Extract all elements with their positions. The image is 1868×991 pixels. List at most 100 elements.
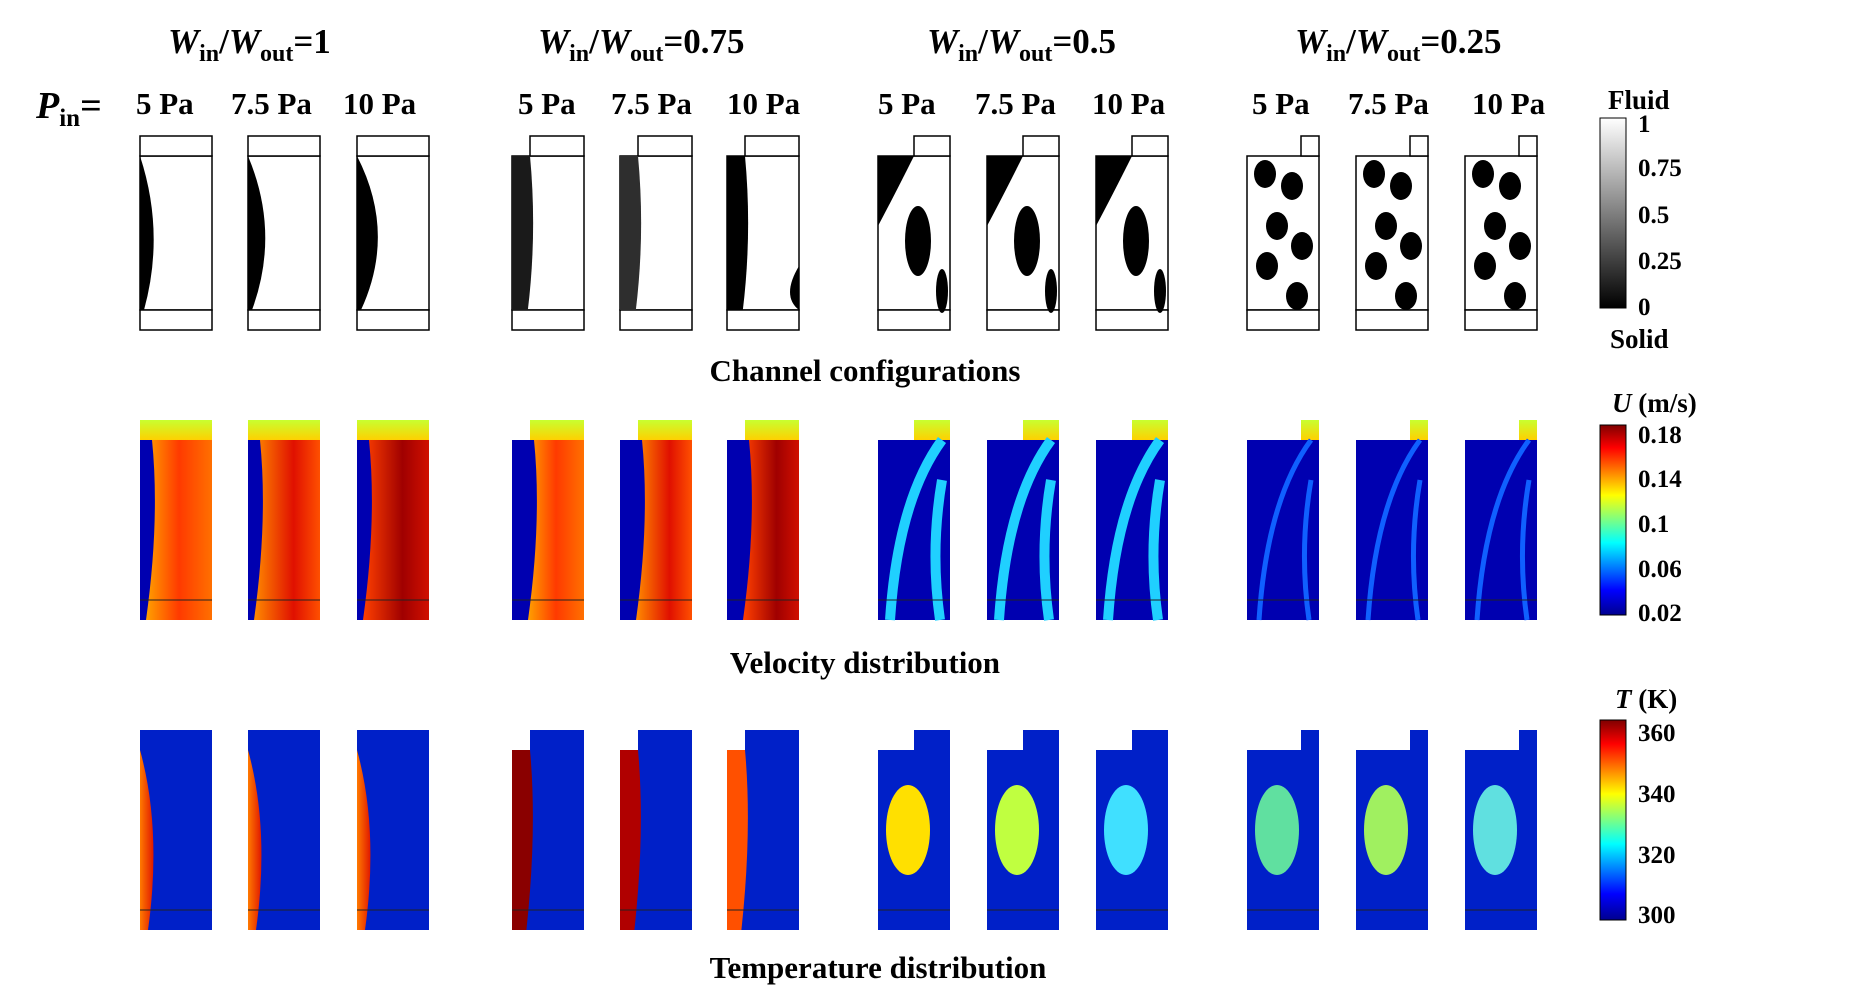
velocity-tick-018: 0.18 xyxy=(1638,422,1682,449)
velocity-panel-5-flow xyxy=(636,440,692,620)
velocity-panel-9 xyxy=(1096,420,1168,621)
velocity-panel-4-flow xyxy=(528,440,584,620)
temperature-panel-3-inlet xyxy=(357,730,429,750)
config-panel-9-solid-b xyxy=(1123,206,1149,276)
temperature-panel-10 xyxy=(1247,730,1319,930)
temperature-panel-2-inlet xyxy=(248,730,320,750)
config-panel-9-outlet xyxy=(1095,309,1169,331)
fluid-tick-025: 0.25 xyxy=(1638,248,1682,275)
velocity-panel-1 xyxy=(140,420,212,620)
config-panel-12-solid-2 xyxy=(1484,212,1506,240)
config-panel-12-solid-4 xyxy=(1474,252,1496,280)
temperature-panel-12-inlet xyxy=(1519,730,1537,750)
temperature-panel-3 xyxy=(357,730,429,930)
config-panel-1-outlet xyxy=(139,309,213,331)
config-panel-5-solid xyxy=(620,156,642,310)
config-panel-10-solid-4 xyxy=(1256,252,1278,280)
temperature-panel-11 xyxy=(1356,730,1428,930)
velocity-panel-12 xyxy=(1465,420,1537,621)
temperature-panel-7-blob xyxy=(886,785,930,875)
temperature-panel-1 xyxy=(140,730,212,930)
pressure-label-g4-5: 5 Pa xyxy=(1252,86,1310,121)
fluid-colorbar xyxy=(1599,117,1627,309)
config-panel-5-inlet xyxy=(637,135,693,157)
temperature-panel-5 xyxy=(620,730,692,930)
velocity-panel-8-inlet xyxy=(1023,420,1059,440)
config-panel-11 xyxy=(1355,135,1429,331)
temperature-panel-3-hot xyxy=(357,750,371,930)
fluid-tick-0: 0 xyxy=(1638,294,1651,321)
velocity-tick-01: 0.1 xyxy=(1638,511,1670,538)
config-panel-11-solid-5 xyxy=(1395,282,1417,310)
pressure-label-g3-5: 5 Pa xyxy=(878,86,936,121)
config-panel-10-inlet xyxy=(1300,135,1320,157)
config-panel-10-solid-1 xyxy=(1281,172,1303,200)
config-panel-9-solid-c xyxy=(1154,269,1166,313)
velocity-panel-6-inlet xyxy=(745,420,799,440)
config-panel-6 xyxy=(726,135,800,331)
config-panel-5-outlet xyxy=(619,309,693,331)
config-panel-6-inlet xyxy=(744,135,800,157)
config-panel-8-solid-c xyxy=(1045,269,1057,313)
config-panel-7-outlet xyxy=(877,309,951,331)
config-panel-11-outlet xyxy=(1355,309,1429,331)
temperature-colorbar xyxy=(1599,719,1627,921)
config-panel-12-solid-0 xyxy=(1472,160,1494,188)
velocity-panel-4-inlet xyxy=(530,420,584,440)
temperature-panel-7 xyxy=(878,730,950,930)
config-panel-8-solid-a xyxy=(987,156,1023,226)
velocity-panel-10 xyxy=(1247,420,1319,621)
section-caption-channel: Channel configurations xyxy=(709,353,1021,388)
velocity-panel-6-flow xyxy=(743,440,799,620)
velocity-panel-5 xyxy=(620,420,692,620)
pressure-label-g2-10: 10 Pa xyxy=(727,86,801,121)
config-panel-1-solid xyxy=(140,156,154,310)
config-panel-5 xyxy=(619,135,693,331)
config-panel-12 xyxy=(1464,135,1538,331)
temperature-panel-7-inlet xyxy=(914,730,950,750)
temperature-panel-11-blob xyxy=(1364,785,1408,875)
velocity-panel-8-channels xyxy=(994,437,1056,621)
velocity-panel-8 xyxy=(987,420,1059,621)
group-title-ratio-075: Win/Wout=0.75 xyxy=(538,22,745,67)
config-panel-10 xyxy=(1246,135,1320,331)
temperature-panel-4 xyxy=(512,730,584,930)
temperature-panel-2-hot xyxy=(248,750,262,930)
temperature-tick-300: 300 xyxy=(1638,902,1676,929)
config-panel-12-solid-3 xyxy=(1509,232,1531,260)
temperature-panel-12-blob xyxy=(1473,785,1517,875)
velocity-colorbar-title: U (m/s) xyxy=(1612,388,1697,418)
config-panel-11-solid-0 xyxy=(1363,160,1385,188)
config-panel-9-solid-a xyxy=(1096,156,1132,226)
config-panel-8-inlet xyxy=(1022,135,1060,157)
temperature-panel-2 xyxy=(248,730,320,930)
velocity-panel-1-inlet xyxy=(140,420,212,440)
temperature-panel-10-blob xyxy=(1255,785,1299,875)
temperature-panel-6 xyxy=(727,730,799,930)
velocity-panel-9-channels xyxy=(1103,437,1165,621)
temperature-panel-4-inlet xyxy=(530,730,584,750)
config-panel-10-solid-5 xyxy=(1286,282,1308,310)
temperature-panel-6-hot xyxy=(727,750,748,930)
config-panel-1 xyxy=(139,135,213,331)
config-panel-8 xyxy=(986,135,1060,331)
pressure-row-label: Pin= xyxy=(36,85,102,132)
velocity-tick-006: 0.06 xyxy=(1638,556,1682,583)
config-panel-8-outlet xyxy=(986,309,1060,331)
pressure-label-g2-75: 7.5 Pa xyxy=(611,86,692,121)
velocity-panel-3-flow xyxy=(363,440,429,620)
temperature-panel-8 xyxy=(987,730,1059,930)
pressure-label-g4-75: 7.5 Pa xyxy=(1348,86,1429,121)
config-panel-12-solid-1 xyxy=(1499,172,1521,200)
temperature-panel-9 xyxy=(1096,730,1168,930)
temperature-panel-11-inlet xyxy=(1410,730,1428,750)
temperature-panel-12 xyxy=(1465,730,1537,930)
config-panel-1-inlet xyxy=(139,135,213,157)
config-panel-9-inlet xyxy=(1131,135,1169,157)
temperature-panel-5-inlet xyxy=(638,730,692,750)
config-panel-4-inlet xyxy=(529,135,585,157)
velocity-panel-3 xyxy=(357,420,429,620)
config-panel-7-inlet xyxy=(913,135,951,157)
config-panel-6-solid xyxy=(727,156,749,310)
config-panel-7-solid-a xyxy=(878,156,914,226)
